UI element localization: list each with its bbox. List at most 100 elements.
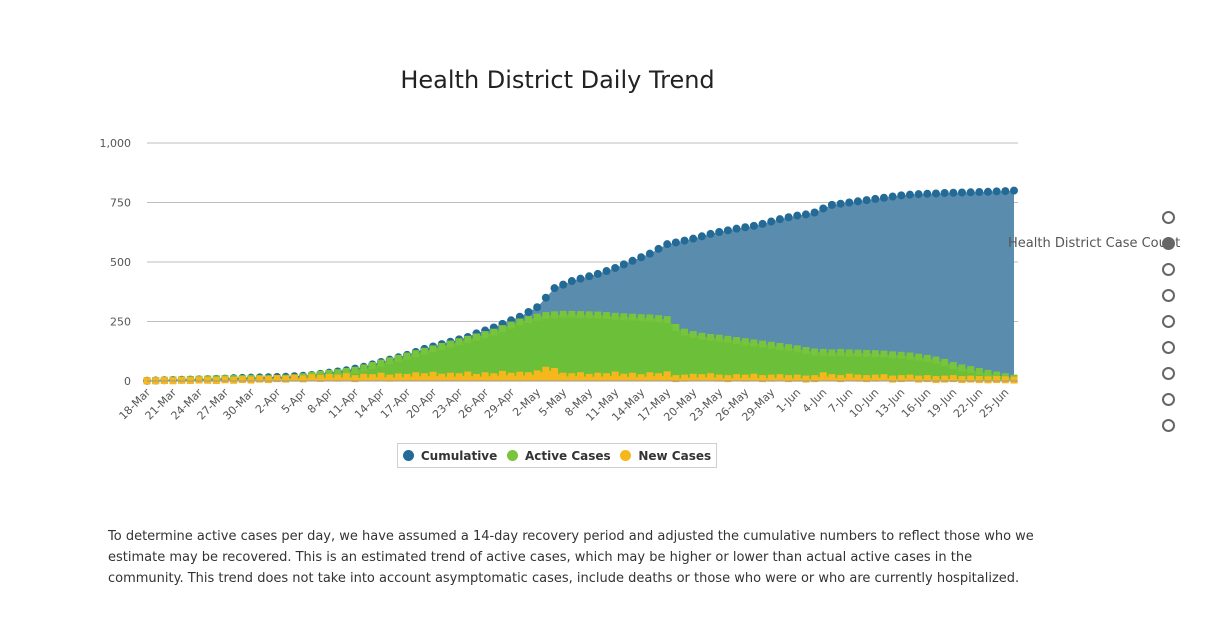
slide-pager	[1162, 211, 1176, 445]
point-cumulative	[732, 224, 741, 233]
point-active-cases	[429, 345, 437, 353]
legend-item-cumulative[interactable]: Cumulative	[402, 449, 497, 463]
point-new-cases	[984, 376, 992, 384]
point-active-cases	[785, 344, 793, 352]
point-new-cases	[620, 373, 628, 381]
point-cumulative	[715, 228, 724, 237]
point-new-cases	[420, 373, 428, 381]
point-new-cases	[785, 375, 793, 383]
x-tick-label: 5-Apr	[279, 386, 310, 417]
point-new-cases	[282, 375, 290, 383]
point-cumulative	[810, 208, 819, 217]
point-new-cases	[585, 373, 593, 381]
point-new-cases	[507, 372, 515, 380]
point-new-cases	[923, 375, 931, 383]
point-new-cases	[516, 371, 524, 379]
y-tick-label: 0	[124, 375, 131, 388]
point-active-cases	[446, 340, 454, 348]
point-cumulative	[793, 211, 802, 220]
point-new-cases	[689, 373, 697, 381]
point-new-cases	[178, 376, 186, 384]
point-cumulative	[559, 280, 568, 289]
x-tick-label: 2-May	[510, 386, 543, 419]
footnote: To determine active cases per day, we ha…	[108, 529, 1034, 586]
pager-dot[interactable]	[1162, 237, 1175, 250]
point-cumulative	[533, 303, 542, 312]
point-new-cases	[542, 366, 550, 374]
point-new-cases	[681, 374, 689, 382]
point-new-cases	[247, 376, 255, 384]
point-new-cases	[741, 374, 749, 382]
point-new-cases	[594, 372, 602, 380]
point-active-cases	[490, 328, 498, 336]
pager-dot[interactable]	[1162, 341, 1175, 354]
point-active-cases	[646, 314, 654, 322]
point-active-cases	[698, 332, 706, 340]
point-active-cases	[577, 311, 584, 319]
point-active-cases	[351, 366, 359, 374]
legend-label-active-cases: Active Cases	[524, 448, 611, 463]
pager-dot[interactable]	[1162, 393, 1175, 406]
point-new-cases	[550, 367, 558, 375]
point-cumulative	[749, 221, 758, 230]
point-active-cases	[932, 356, 940, 364]
point-active-cases	[455, 338, 463, 346]
point-new-cases	[299, 375, 307, 383]
pager-dot[interactable]	[1162, 419, 1175, 432]
point-active-cases	[941, 358, 949, 366]
point-new-cases	[498, 370, 506, 378]
point-active-cases	[316, 370, 324, 378]
point-cumulative	[628, 256, 637, 265]
point-active-cases	[837, 348, 845, 356]
point-active-cases	[897, 351, 905, 359]
point-cumulative	[1010, 186, 1018, 195]
point-new-cases	[880, 374, 888, 382]
pager-dot[interactable]	[1162, 315, 1175, 328]
point-active-cases	[611, 312, 619, 320]
point-new-cases	[837, 375, 845, 383]
point-new-cases	[316, 374, 324, 382]
point-new-cases	[819, 372, 827, 380]
point-new-cases	[325, 373, 333, 381]
point-new-cases	[724, 375, 732, 383]
legend-item-new-cases[interactable]: New Cases	[620, 449, 711, 463]
point-active-cases	[533, 313, 541, 321]
point-cumulative	[862, 196, 871, 205]
point-active-cases	[819, 348, 827, 356]
pager-dot[interactable]	[1162, 211, 1175, 224]
pager-dot[interactable]	[1162, 367, 1175, 380]
legend-item-active-cases[interactable]: Active Cases	[506, 448, 611, 463]
point-active-cases	[637, 314, 645, 322]
point-active-cases	[403, 352, 411, 360]
point-cumulative	[845, 198, 854, 207]
point-active-cases	[949, 362, 957, 370]
point-cumulative	[706, 229, 715, 238]
point-new-cases	[897, 375, 905, 383]
point-new-cases	[1010, 376, 1018, 384]
point-new-cases	[646, 372, 654, 380]
pager-dot[interactable]	[1162, 289, 1175, 302]
point-new-cases	[403, 373, 411, 381]
point-new-cases	[941, 375, 949, 383]
point-new-cases	[629, 372, 637, 380]
point-cumulative	[758, 219, 767, 228]
point-new-cases	[958, 376, 966, 384]
point-active-cases	[559, 310, 567, 318]
y-tick-label: 500	[110, 256, 131, 269]
point-active-cases	[880, 350, 888, 358]
point-active-cases	[420, 347, 428, 355]
point-new-cases	[464, 371, 472, 379]
point-new-cases	[273, 375, 281, 383]
point-new-cases	[863, 375, 871, 383]
point-active-cases	[707, 333, 715, 341]
point-new-cases	[698, 374, 706, 382]
point-active-cases	[854, 349, 862, 357]
point-new-cases	[481, 372, 489, 380]
y-tick-label: 250	[110, 316, 131, 329]
point-cumulative	[550, 284, 559, 293]
point-new-cases	[802, 375, 810, 383]
point-cumulative	[637, 253, 646, 262]
pager-dot[interactable]	[1162, 263, 1175, 276]
point-new-cases	[412, 372, 420, 380]
